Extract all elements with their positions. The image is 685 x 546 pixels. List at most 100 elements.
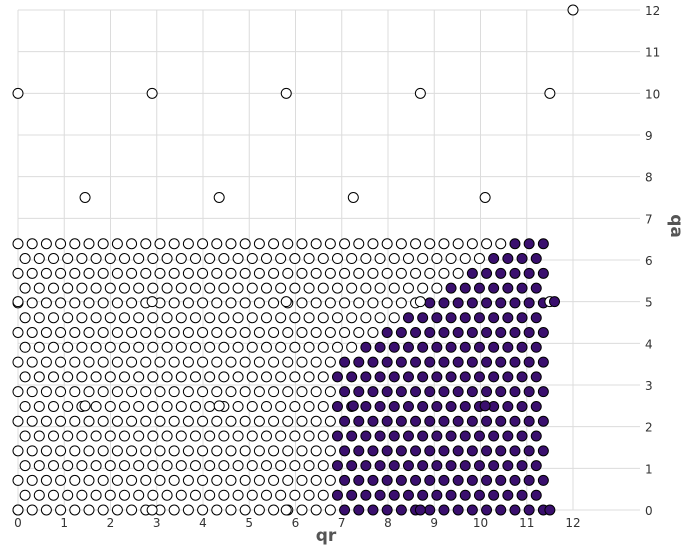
open-data-point (260, 460, 272, 472)
open-data-point (346, 312, 358, 324)
filled-data-point (438, 474, 450, 486)
open-data-point (83, 238, 95, 250)
open-data-point (12, 296, 24, 308)
open-data-point (239, 238, 251, 250)
filled-data-point (388, 489, 400, 501)
open-data-point (175, 400, 187, 412)
filled-data-point (331, 489, 343, 501)
open-data-point (33, 460, 45, 472)
open-data-point (317, 253, 329, 265)
filled-data-point (495, 474, 507, 486)
filled-data-point (459, 282, 471, 294)
open-data-point (175, 341, 187, 353)
open-data-point (12, 474, 24, 486)
open-data-point (239, 445, 251, 457)
open-data-point (388, 282, 400, 294)
open-data-point (12, 356, 24, 368)
filled-data-point (473, 460, 485, 472)
open-data-point (154, 474, 166, 486)
filled-data-point (473, 430, 485, 442)
y-tick-label: 11 (645, 46, 660, 60)
filled-data-point (523, 297, 535, 309)
filled-data-point (410, 474, 422, 486)
open-data-point (296, 356, 308, 368)
open-data-point (282, 474, 294, 486)
open-data-point (97, 267, 109, 279)
open-data-point (253, 267, 265, 279)
open-data-point (197, 386, 209, 398)
open-data-point (310, 445, 322, 457)
open-data-point (197, 445, 209, 457)
filled-data-point (516, 282, 528, 294)
filled-data-point (516, 341, 528, 353)
open-data-point (452, 267, 464, 279)
filled-data-point (367, 504, 379, 516)
filled-data-point (395, 356, 407, 368)
open-data-point (296, 415, 308, 427)
filled-data-point (523, 445, 535, 457)
filled-data-point (502, 341, 514, 353)
x-tick-label: 2 (107, 516, 115, 530)
open-data-point (282, 356, 294, 368)
open-data-point (26, 238, 38, 250)
open-data-point (232, 460, 244, 472)
open-data-point (218, 282, 230, 294)
open-data-point (289, 400, 301, 412)
open-data-point (55, 297, 67, 309)
filled-data-point (537, 267, 549, 279)
open-data-point (79, 400, 91, 412)
open-data-point (126, 267, 138, 279)
open-data-point (232, 489, 244, 501)
open-data-point (118, 253, 130, 265)
open-data-point (275, 430, 287, 442)
filled-data-point (473, 489, 485, 501)
open-data-point (374, 282, 386, 294)
open-data-point (253, 386, 265, 398)
open-data-point (275, 371, 287, 383)
filled-data-point (417, 489, 429, 501)
open-data-point (97, 297, 109, 309)
open-data-point (197, 327, 209, 338)
filled-data-point (495, 267, 507, 279)
open-data-point (232, 341, 244, 353)
open-data-point (133, 489, 145, 501)
filled-data-point (452, 386, 464, 398)
y-tick-label: 6 (645, 254, 653, 268)
filled-data-point (331, 430, 343, 442)
open-data-point (225, 238, 237, 250)
filled-data-point (402, 341, 414, 353)
filled-data-point (516, 371, 528, 383)
filled-data-point (402, 460, 414, 472)
open-data-point (260, 371, 272, 383)
open-data-point (97, 504, 109, 516)
open-data-point (544, 87, 556, 99)
filled-data-point (537, 386, 549, 398)
open-data-point (161, 371, 173, 383)
open-data-point (567, 4, 579, 16)
filled-data-point (410, 327, 422, 338)
open-data-point (189, 341, 201, 353)
filled-data-point (479, 400, 491, 412)
open-data-point (133, 371, 145, 383)
filled-data-point (516, 253, 528, 265)
open-data-point (402, 282, 414, 294)
filled-data-point (509, 415, 521, 427)
open-data-point (62, 460, 74, 472)
filled-data-point (530, 489, 542, 501)
open-data-point (189, 253, 201, 265)
open-data-point (289, 312, 301, 324)
open-data-point (168, 297, 180, 309)
open-data-point (40, 297, 52, 309)
open-data-point (26, 327, 38, 338)
open-data-point (161, 400, 173, 412)
open-data-point (310, 356, 322, 368)
filled-data-point (381, 504, 393, 516)
filled-data-point (523, 474, 535, 486)
filled-data-point (395, 415, 407, 427)
open-data-point (303, 341, 315, 353)
filled-data-point (431, 341, 443, 353)
filled-data-point (459, 489, 471, 501)
open-data-point (76, 460, 88, 472)
open-data-point (310, 474, 322, 486)
filled-data-point (339, 356, 351, 368)
